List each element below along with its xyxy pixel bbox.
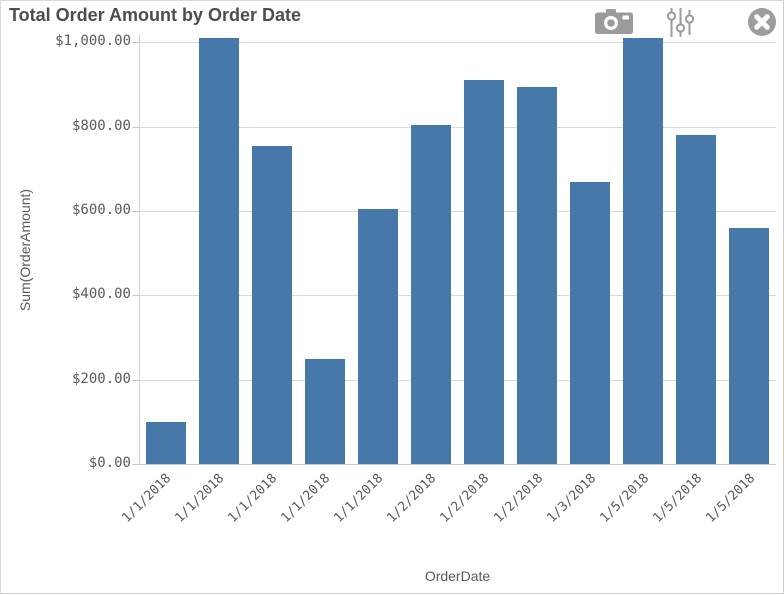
chart-title: Total Order Amount by Order Date — [9, 5, 302, 25]
y-tick-label: $600.00 — [71, 202, 131, 218]
y-tick-mark — [132, 211, 139, 212]
x-tick-label-text: 1/3/2018 — [543, 471, 599, 526]
y-tick-label: $800.00 — [71, 118, 131, 134]
bar[interactable] — [410, 124, 451, 464]
snapshot-button[interactable] — [595, 9, 633, 34]
bar[interactable] — [570, 181, 611, 464]
x-tick-label-text: 1/1/2018 — [331, 471, 387, 526]
bar[interactable] — [464, 80, 505, 464]
bar[interactable] — [729, 227, 770, 464]
gridline — [139, 127, 776, 128]
gridline — [139, 211, 776, 212]
x-tick-label-text: 1/2/2018 — [490, 471, 546, 526]
bar[interactable] — [676, 135, 717, 464]
gridline — [139, 295, 776, 296]
chart-header: Total Order Amount by Order Date — [1, 1, 783, 37]
y-tick-label: $400.00 — [71, 286, 131, 302]
y-tick-label: $1,000.00 — [55, 33, 131, 49]
y-tick-mark — [132, 127, 139, 128]
sliders-icon — [667, 8, 694, 37]
close-button[interactable] — [747, 7, 777, 37]
gridline — [139, 464, 776, 465]
y-tick-label: $0.00 — [88, 455, 131, 471]
camera-icon — [595, 9, 633, 34]
exploration-menu-button[interactable] — [667, 7, 694, 38]
x-tick-label-text: 1/5/2018 — [650, 471, 705, 526]
y-tick-mark — [132, 42, 139, 43]
gridline — [139, 42, 776, 43]
x-tick-label-text: 1/5/2018 — [703, 471, 759, 526]
bar[interactable] — [251, 145, 292, 464]
y-tick-label: $200.00 — [71, 371, 131, 387]
bar[interactable] — [145, 421, 186, 464]
x-tick-label-text: 1/1/2018 — [225, 471, 281, 526]
x-axis-title: OrderDate — [424, 568, 491, 584]
bar[interactable] — [623, 38, 664, 464]
y-axis-line — [139, 34, 140, 464]
x-tick-label-text: 1/1/2018 — [172, 471, 228, 526]
x-tick-label-text: 1/2/2018 — [437, 471, 493, 526]
x-tick-label-text: 1/1/2018 — [119, 471, 175, 526]
bar[interactable] — [198, 38, 239, 464]
y-tick-mark — [132, 295, 139, 296]
x-tick-label-text: 1/2/2018 — [384, 471, 440, 526]
close-icon — [748, 8, 776, 36]
bar[interactable] — [517, 86, 558, 464]
gridline — [139, 380, 776, 381]
bar[interactable] — [357, 208, 398, 464]
y-tick-mark — [132, 464, 139, 465]
x-tick-label-text: 1/1/2018 — [278, 471, 334, 526]
bar[interactable] — [304, 358, 345, 464]
y-axis-title: Sum(OrderAmount) — [17, 188, 33, 312]
y-tick-mark — [132, 380, 139, 381]
x-tick-label-text: 1/5/2018 — [596, 471, 652, 526]
